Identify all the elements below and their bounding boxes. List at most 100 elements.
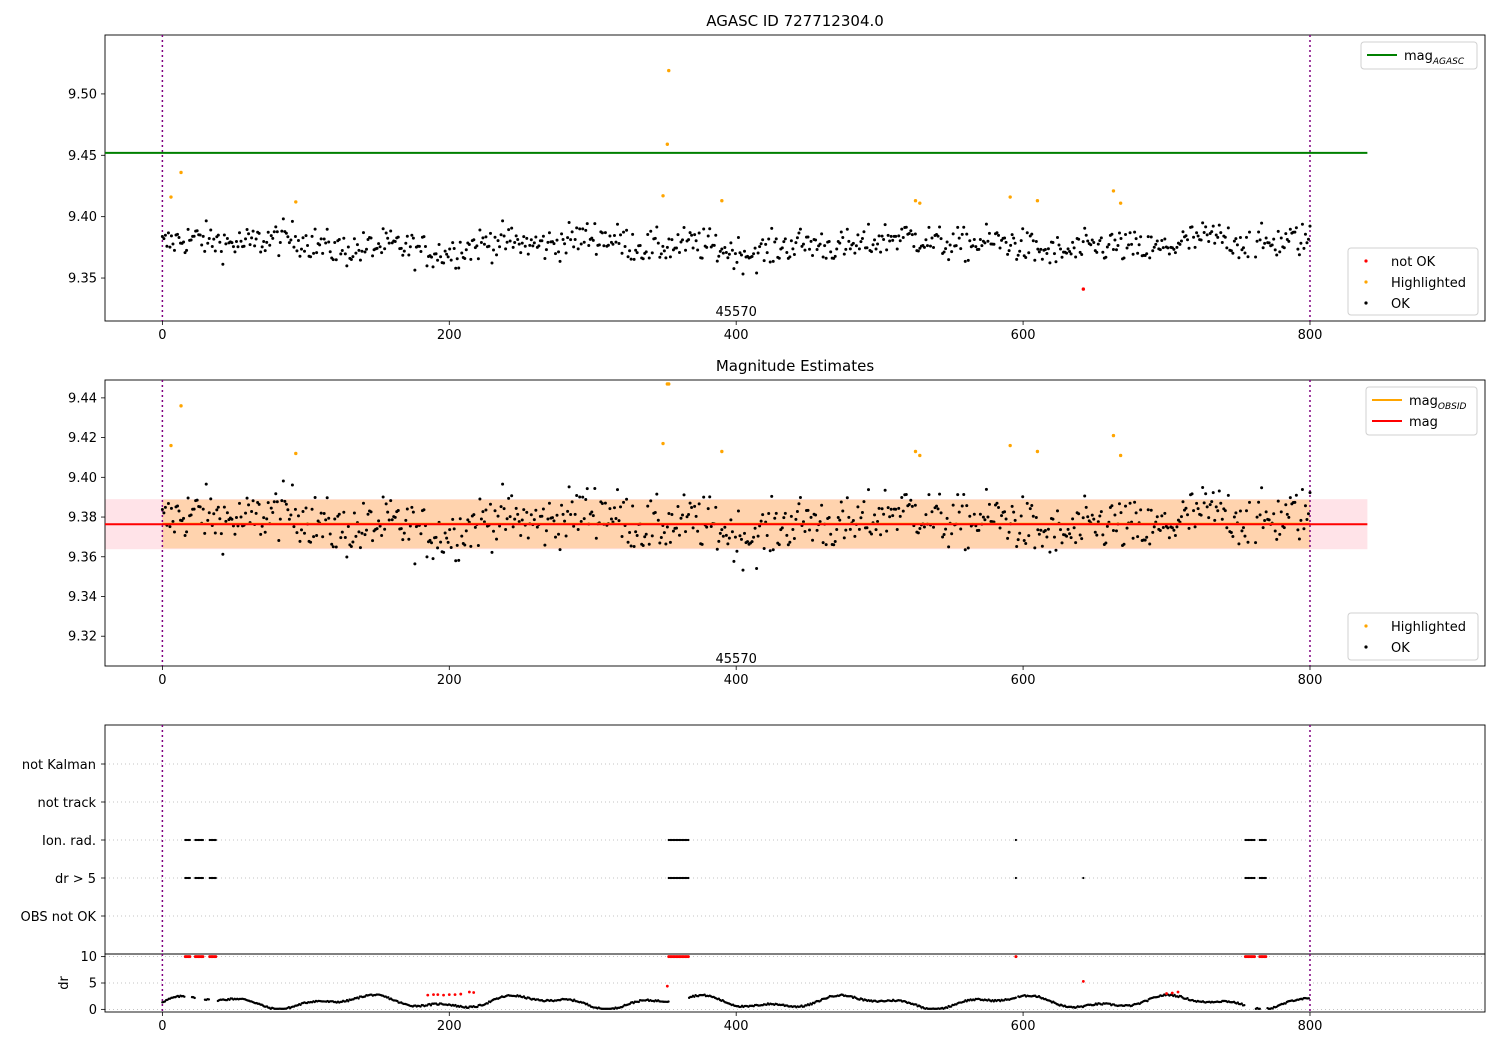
ok-point xyxy=(755,566,759,570)
ok-point xyxy=(882,512,886,516)
ok-point xyxy=(729,518,733,522)
ok-point xyxy=(1257,230,1261,234)
ok-point xyxy=(938,492,942,496)
ok-point xyxy=(1158,529,1162,533)
flag-point xyxy=(1258,876,1261,880)
ok-point xyxy=(408,524,412,528)
ok-point xyxy=(782,240,786,244)
ok-point xyxy=(349,545,353,549)
ok-point xyxy=(1083,494,1087,498)
ok-point xyxy=(759,519,763,523)
ok-point xyxy=(662,249,666,253)
flag-point xyxy=(200,876,203,880)
flag-point xyxy=(211,838,214,842)
flag-point xyxy=(197,876,200,880)
ok-point xyxy=(563,519,567,523)
ok-point xyxy=(377,242,381,246)
ok-point xyxy=(561,238,565,242)
ok-point xyxy=(879,533,883,537)
flag-point xyxy=(1247,876,1250,880)
ok-point xyxy=(333,240,337,244)
ok-point xyxy=(253,244,257,248)
ok-point xyxy=(1010,233,1014,237)
ok-point xyxy=(334,258,338,262)
flag-category-label: dr > 5 xyxy=(55,872,96,887)
flag-point xyxy=(673,876,676,880)
ok-point xyxy=(570,230,574,234)
ok-point xyxy=(1096,520,1100,524)
ok-point xyxy=(1037,250,1041,254)
ok-point xyxy=(829,250,833,254)
ok-point xyxy=(723,245,727,249)
flag-point xyxy=(198,876,201,880)
ok-point xyxy=(582,517,586,521)
ok-point xyxy=(696,248,700,252)
ok-point xyxy=(838,518,842,522)
ok-point xyxy=(922,245,926,249)
ok-point xyxy=(479,517,483,521)
ok-point xyxy=(537,244,541,248)
ok-point xyxy=(721,251,725,255)
ok-point xyxy=(1287,515,1291,519)
dr-red-point xyxy=(1165,992,1168,995)
ok-point xyxy=(1037,532,1041,536)
ok-point xyxy=(266,230,270,234)
ok-point xyxy=(1143,538,1147,542)
ok-point xyxy=(611,520,615,524)
ok-point xyxy=(944,247,948,251)
ok-point xyxy=(476,543,480,547)
ok-point xyxy=(1225,526,1229,530)
ok-point xyxy=(942,533,946,537)
flag-point xyxy=(670,838,673,842)
ok-point xyxy=(1057,243,1061,247)
ok-point xyxy=(290,219,294,223)
ok-point xyxy=(1013,241,1017,245)
flag-point xyxy=(210,876,213,880)
ok-point xyxy=(1305,518,1309,522)
ok-point xyxy=(741,272,745,276)
ok-point xyxy=(876,242,880,246)
ok-point xyxy=(377,519,381,523)
flag-point xyxy=(1248,838,1252,842)
ok-point xyxy=(555,238,559,242)
ok-point xyxy=(983,518,987,522)
ok-point xyxy=(808,528,812,532)
ok-point xyxy=(724,251,728,255)
ok-point xyxy=(513,240,517,244)
ok-point xyxy=(1080,253,1084,257)
ok-point xyxy=(942,250,946,254)
ok-point xyxy=(337,512,341,516)
dr-point xyxy=(946,1006,949,1010)
flag-point xyxy=(681,876,684,880)
ok-point xyxy=(289,238,293,242)
ok-point xyxy=(498,245,502,249)
dr-point xyxy=(915,1003,918,1006)
dr-red-point xyxy=(442,993,445,997)
ok-point xyxy=(873,513,877,517)
ok-point xyxy=(504,527,508,531)
ok-point xyxy=(1243,251,1247,255)
ok-point xyxy=(718,531,722,535)
ok-point xyxy=(865,526,869,530)
ok-point xyxy=(998,526,1002,530)
ok-point xyxy=(168,245,172,249)
ok-point xyxy=(1192,235,1196,239)
legend-box xyxy=(1347,612,1479,661)
ok-point xyxy=(401,538,405,542)
ok-point xyxy=(585,487,589,491)
ok-point xyxy=(237,231,241,235)
ok-point xyxy=(425,555,429,559)
dr-red-point xyxy=(426,993,430,997)
ok-point xyxy=(396,509,400,513)
ok-point xyxy=(1022,538,1026,542)
ok-point xyxy=(502,507,506,511)
ok-point xyxy=(342,236,346,240)
ok-point xyxy=(1036,528,1040,532)
ok-point xyxy=(901,509,905,513)
ok-point xyxy=(569,512,573,516)
ok-point xyxy=(431,557,435,561)
ok-point xyxy=(1004,517,1008,521)
ok-point xyxy=(1019,514,1023,518)
ok-point xyxy=(351,540,355,544)
ok-point xyxy=(641,257,645,261)
